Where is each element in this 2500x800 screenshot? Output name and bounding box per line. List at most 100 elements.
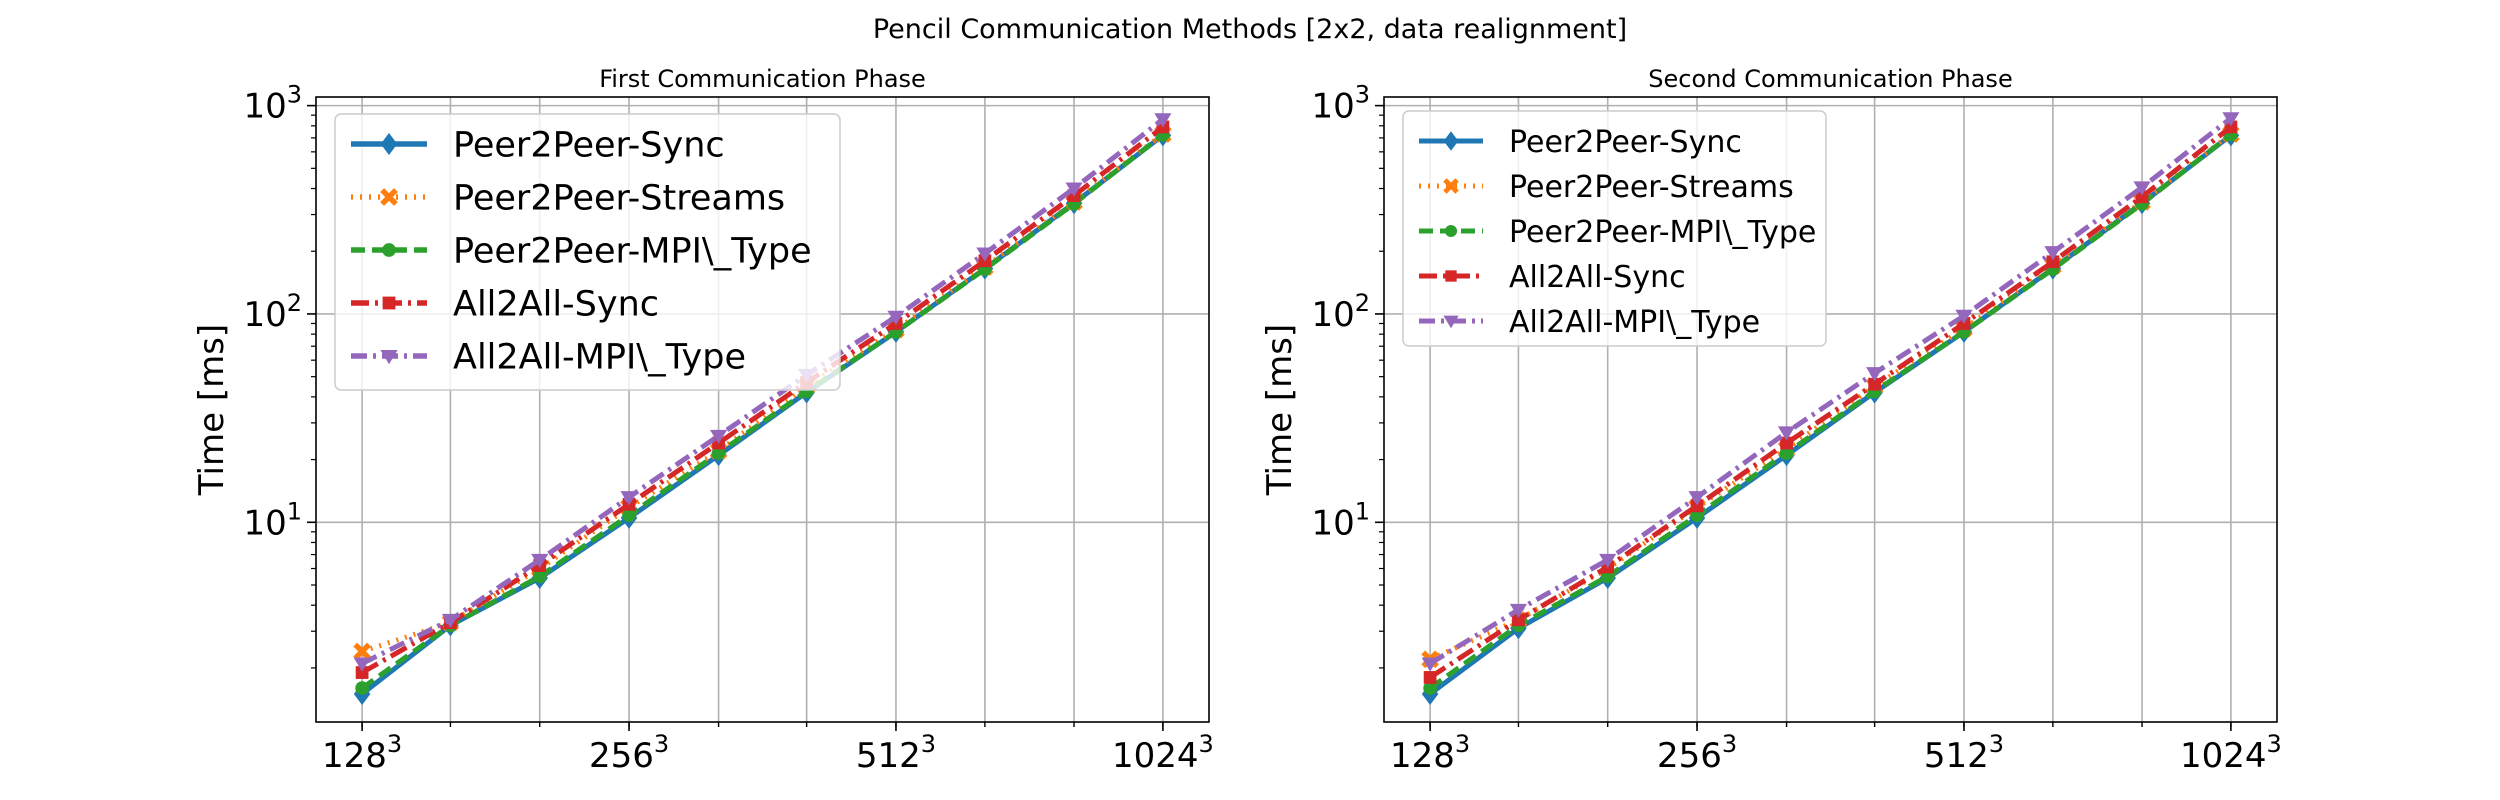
series-line xyxy=(360,132,1165,691)
data-point xyxy=(2135,190,2149,204)
x-tick-base: 128 xyxy=(322,736,387,776)
legend-item: Peer2Peer-Streams xyxy=(1419,170,1794,205)
data-point xyxy=(1690,499,1704,513)
y-tick-label: 103 xyxy=(1311,81,1370,127)
legend-item: Peer2Peer-Streams xyxy=(351,179,785,219)
data-point xyxy=(1154,113,1172,128)
legend-marker xyxy=(1445,270,1457,282)
legend-label: All2All-MPI\_Type xyxy=(1509,305,1760,340)
data-point xyxy=(532,569,547,584)
data-point xyxy=(1421,657,1439,672)
legend-marker xyxy=(382,243,396,257)
data-point xyxy=(1423,681,1437,695)
data-point xyxy=(976,247,994,262)
axes-title: First Communication Phase xyxy=(599,65,926,93)
data-point xyxy=(355,666,369,679)
data-point xyxy=(622,508,636,523)
y-tick-label: 102 xyxy=(1311,289,1370,335)
legend-label: Peer2Peer-MPI\_Type xyxy=(453,232,812,272)
x-tick-base: 512 xyxy=(1924,736,1989,776)
legend-marker xyxy=(380,349,398,365)
x-tick-exponent: 3 xyxy=(654,730,669,758)
data-point xyxy=(2222,112,2240,127)
legend-label: All2All-Sync xyxy=(453,285,659,325)
x-tick-base: 256 xyxy=(589,736,654,776)
x-tick-exponent: 3 xyxy=(1989,730,2004,758)
data-point xyxy=(1065,182,1083,197)
x-tick-exponent: 3 xyxy=(387,730,402,758)
legend-marker xyxy=(1443,131,1459,151)
data-point xyxy=(1955,309,1973,324)
y-tick-exponent: 2 xyxy=(1355,289,1370,317)
axes-frame xyxy=(1383,96,2278,723)
y-tick-exponent: 1 xyxy=(1355,497,1370,525)
axes-title: Second Communication Phase xyxy=(1648,65,2012,93)
series-line xyxy=(1428,125,2233,680)
legend-item: Peer2Peer-MPI\_Type xyxy=(1419,215,1816,250)
legend-label: Peer2Peer-Sync xyxy=(453,126,725,166)
x-tick-base: 128 xyxy=(1390,736,1455,776)
legend-frame xyxy=(334,113,841,391)
y-tick-base: 10 xyxy=(1311,87,1354,127)
legend-item: Peer2Peer-Sync xyxy=(1419,125,1742,160)
legend-frame xyxy=(1402,110,1827,347)
y-tick-base: 10 xyxy=(1311,295,1354,335)
x-tick-label: 5123 xyxy=(1924,730,2004,776)
legend-label: All2All-Sync xyxy=(1509,260,1686,295)
x-tick-exponent: 3 xyxy=(1199,730,1214,758)
x-tick-label: 2563 xyxy=(1657,730,1737,776)
legend-item: All2All-Sync xyxy=(351,285,659,325)
data-point xyxy=(1779,446,1794,460)
series-line xyxy=(1428,116,2233,666)
y-tick-label: 102 xyxy=(243,289,302,335)
data-point xyxy=(1599,553,1617,569)
data-point xyxy=(355,681,369,695)
legend-item: Peer2Peer-MPI\_Type xyxy=(351,232,812,272)
data-point xyxy=(709,429,728,444)
legend-marker xyxy=(1443,315,1459,329)
data-point xyxy=(1868,377,1882,391)
series-line xyxy=(361,132,1165,654)
x-tick-base: 1024 xyxy=(2180,736,2267,776)
legend-item: All2All-MPI\_Type xyxy=(351,338,746,378)
x-tick-base: 512 xyxy=(856,736,921,776)
legend-label: Peer2Peer-MPI\_Type xyxy=(1509,215,1816,250)
y-tick-base: 10 xyxy=(243,295,286,335)
data-point xyxy=(2046,255,2060,269)
x-tick-label: 2563 xyxy=(589,730,669,776)
data-point xyxy=(1777,426,1796,441)
data-point xyxy=(1688,491,1706,506)
y-tick-exponent: 3 xyxy=(1355,81,1370,109)
y-tick-label: 101 xyxy=(1311,497,1370,543)
y-tick-exponent: 2 xyxy=(287,289,302,317)
data-point xyxy=(441,613,460,629)
figure-suptitle: Pencil Communication Methods [2x2, data … xyxy=(873,14,1627,45)
legend: Peer2Peer-Sync Peer2Peer-Streams Peer2Peer… xyxy=(1402,110,1827,347)
legend-label: Peer2Peer-Streams xyxy=(453,179,785,219)
x-tick-exponent: 3 xyxy=(1722,730,1737,758)
y-tick-label: 103 xyxy=(243,81,302,127)
y-axis-label: Time [ms] xyxy=(1260,324,1300,496)
data-point xyxy=(887,310,905,325)
x-tick-exponent: 3 xyxy=(2267,730,2282,758)
data-point xyxy=(711,446,726,460)
data-point xyxy=(353,642,371,661)
x-tick-label: 1283 xyxy=(322,730,402,776)
x-tick-label: 5123 xyxy=(856,730,936,776)
y-tick-base: 10 xyxy=(243,503,286,543)
legend: Peer2Peer-Sync Peer2Peer-Streams Peer2Peer… xyxy=(334,113,841,391)
x-tick-exponent: 3 xyxy=(1455,730,1470,758)
legend-item: All2All-Sync xyxy=(1419,260,1686,295)
x-tick-exponent: 3 xyxy=(921,730,936,758)
x-tick-label: 10243 xyxy=(1112,730,1214,776)
legend-marker xyxy=(1443,178,1459,194)
x-tick-base: 256 xyxy=(1657,736,1722,776)
axes-frame xyxy=(315,96,1210,723)
data-point xyxy=(531,553,549,569)
x-tick-base: 1024 xyxy=(1112,736,1199,776)
legend-label: Peer2Peer-Streams xyxy=(1509,170,1794,205)
x-tick-label: 10243 xyxy=(2180,730,2282,776)
